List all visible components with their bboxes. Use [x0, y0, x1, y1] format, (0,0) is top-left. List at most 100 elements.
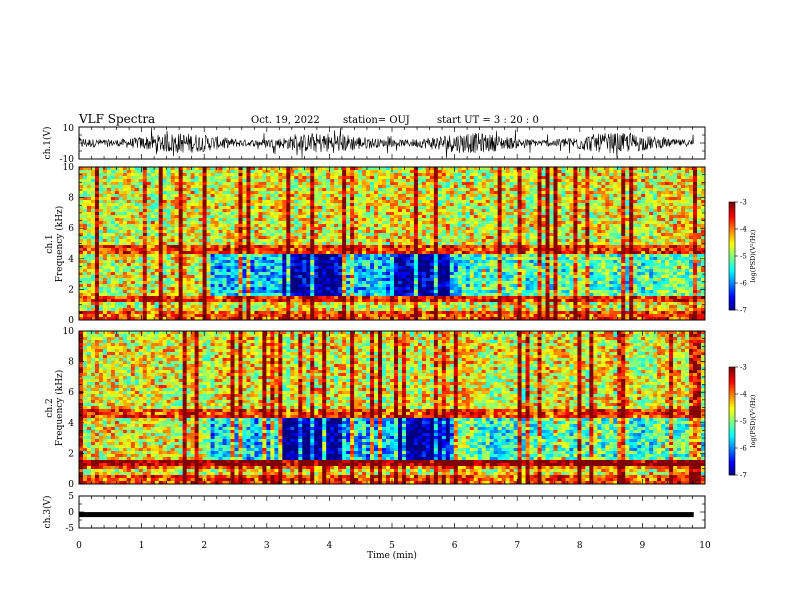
spectrogram-cell	[90, 263, 96, 267]
spectrogram-cell	[210, 242, 215, 246]
spectrogram-cell	[358, 206, 363, 210]
spectrogram-cell	[174, 266, 179, 270]
spectrogram-cell	[334, 194, 339, 198]
spectrogram-cell	[126, 311, 132, 315]
spectrogram-cell	[94, 260, 100, 264]
spectrogram-cell	[79, 200, 84, 204]
spectrogram-cell	[429, 290, 435, 294]
spectrogram-cell	[413, 173, 419, 177]
spectrogram-cell	[166, 173, 172, 177]
spectrogram-cell	[170, 209, 175, 213]
spectrogram-cell	[290, 302, 295, 306]
spectrogram-cell	[270, 179, 275, 183]
spectrogram-cell	[338, 206, 343, 210]
spectrogram-cell	[405, 203, 411, 207]
spectrogram-cell	[250, 206, 255, 210]
spectrogram-cell	[409, 293, 415, 297]
spectrogram-cell	[206, 233, 211, 237]
spectrogram-cell	[374, 185, 379, 189]
spectrogram-cell	[134, 230, 140, 234]
spectrogram-cell	[286, 317, 291, 321]
spectrogram-cell	[390, 299, 395, 303]
spectrogram-cell	[102, 242, 108, 246]
spectrogram-cell	[441, 182, 447, 186]
spectrogram-cell	[262, 305, 267, 309]
spectrogram-cell	[146, 221, 152, 225]
spectrogram-cell	[409, 188, 415, 192]
spectrogram-cell	[250, 167, 255, 171]
spectrogram-cell	[254, 209, 259, 213]
spectrogram-cell	[79, 206, 84, 210]
spectrogram-cell	[222, 248, 227, 252]
spectrogram-cell	[425, 248, 431, 252]
spectrogram-cell	[110, 185, 116, 189]
spectrogram-cell	[334, 296, 339, 300]
spectrogram-cell	[186, 269, 191, 273]
spectrogram-cell	[146, 197, 152, 201]
spectrogram-cell	[158, 200, 164, 204]
spectrogram-cell	[318, 272, 323, 276]
spectrogram-cell	[242, 284, 247, 288]
spectrogram-cell	[214, 212, 219, 216]
spectrogram-cell	[433, 302, 439, 306]
spectrogram-cell	[453, 269, 459, 273]
spectrogram-cell	[122, 266, 128, 270]
spectrogram-cell	[318, 191, 323, 195]
spectrogram-cell	[206, 254, 211, 258]
spectrogram-cell	[421, 218, 427, 222]
spectrogram-cell	[79, 239, 84, 243]
spectrogram-cell	[409, 236, 415, 240]
spectrogram-cell	[198, 311, 203, 315]
spectrogram-cell	[362, 287, 367, 291]
spectrogram-cell	[401, 308, 407, 312]
spectrogram-cell	[322, 179, 327, 183]
spectrogram-cell	[421, 188, 427, 192]
spectrogram-cell	[262, 209, 267, 213]
spectrogram-cell	[294, 182, 299, 186]
spectrogram-cell	[242, 296, 247, 300]
spectrogram-cell	[130, 290, 136, 294]
spectrogram-cell	[330, 257, 335, 261]
spectrogram-cell	[246, 218, 251, 222]
spectrogram-cell	[421, 275, 427, 279]
spectrogram-cell	[266, 314, 271, 318]
spectrogram-cell	[190, 212, 195, 216]
spectrogram-cell	[358, 200, 363, 204]
spectrogram-cell	[366, 266, 371, 270]
spectrogram-cell	[378, 266, 383, 270]
spectrogram-cell	[294, 311, 299, 315]
spectrogram-cell	[154, 275, 160, 279]
spectrogram-cell	[457, 173, 463, 177]
spectrogram-cell	[338, 191, 343, 195]
spectrogram-cell	[90, 227, 96, 231]
spectrogram-cell	[134, 305, 140, 309]
spectrogram-cell	[258, 248, 263, 252]
spectrogram-cell	[306, 203, 311, 207]
spectrogram-cell	[254, 308, 259, 312]
spectrogram-cell	[142, 317, 148, 321]
spectrogram-cell	[154, 191, 160, 195]
spectrogram-cell	[138, 170, 144, 174]
spectrogram-cell	[254, 182, 259, 186]
spectrogram-cell	[210, 284, 215, 288]
spectrogram-cell	[202, 314, 207, 318]
spectrogram-cell	[106, 308, 112, 312]
spectrogram-cell	[393, 284, 399, 288]
spectrogram-cell	[298, 170, 303, 174]
spectrogram-cell	[445, 200, 451, 204]
spectrogram-cell	[154, 170, 160, 174]
spectrogram-cell	[441, 260, 447, 264]
spectrogram-cell	[246, 302, 251, 306]
spectrogram-cell	[118, 257, 124, 261]
spectrogram-cell	[314, 293, 319, 297]
spectrogram-cell	[206, 236, 211, 240]
spectrogram-cell	[350, 236, 355, 240]
spectrogram-cell	[106, 299, 112, 303]
spectrogram-cell	[374, 227, 379, 231]
spectrogram-cell	[322, 284, 327, 288]
spectrogram-cell	[186, 218, 191, 222]
spectrogram-cell	[409, 290, 415, 294]
spectrogram-cell	[310, 197, 315, 201]
spectrogram-cell	[218, 272, 223, 276]
spectrogram-cell	[294, 308, 299, 312]
